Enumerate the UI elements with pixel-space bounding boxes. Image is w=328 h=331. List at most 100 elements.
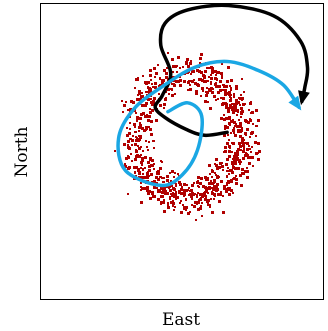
cell-point [224,146,227,149]
cell-point [211,192,214,195]
cell-point [138,135,140,137]
cell-point [215,158,218,161]
cell-point [243,91,245,93]
cell-point [246,167,248,169]
cell-point [231,161,234,164]
cell-point [126,127,128,129]
cell-point [163,210,166,213]
cell-point [239,124,242,127]
cell-point [175,185,177,187]
cell-point [149,108,151,110]
cell-point [199,57,202,60]
cell-point [163,199,165,201]
cell-point [147,161,150,164]
cell-point [141,92,143,94]
cell-point [171,83,173,85]
cell-point [237,131,239,133]
cell-point [233,158,236,161]
cell-point [189,84,191,86]
cell-point [143,129,146,132]
cell-point [215,189,218,192]
cell-point [176,65,178,67]
cell-point [245,152,247,154]
cell-point [200,95,202,97]
cell-point [157,191,159,193]
cell-point [242,103,245,106]
cell-point [149,128,152,131]
cell-point [249,148,251,150]
cell-point [137,138,140,141]
cell-point [169,189,172,192]
cell-point [179,202,181,204]
cell-point [210,180,212,182]
cell-point [195,92,198,95]
cell-point [244,103,246,105]
plot-frame [40,3,324,300]
cell-point [222,84,224,86]
cell-point [235,158,238,161]
cell-point [178,191,181,194]
cell-point [197,185,199,187]
cell-point [236,109,239,112]
cell-point [121,100,123,102]
cell-point [114,150,116,152]
cell-point [124,163,126,165]
cell-point [174,206,176,208]
cell-point [255,109,258,112]
cell-point [141,164,143,166]
cell-point [201,215,203,217]
cell-point [138,155,141,158]
cell-point [161,191,164,194]
cell-point [242,157,245,160]
cell-point [205,190,208,193]
cell-point [227,110,230,113]
cell-point [189,62,192,65]
cell-point [226,142,229,145]
cell-point [172,202,175,205]
cell-point [241,168,244,171]
cell-point [214,195,216,197]
cell-point [196,203,198,205]
cell-point [227,134,229,136]
cell-point [150,98,152,100]
cell-point [204,198,207,201]
cell-point [233,96,235,98]
cell-point [156,171,158,173]
cell-point [153,67,156,70]
cell-point [134,126,136,128]
cell-point [149,74,152,77]
cell-point [224,93,227,96]
cell-point [153,163,155,165]
cell-point [233,106,236,109]
cell-point [146,94,148,96]
x-axis-label: East [162,310,200,330]
cell-point [211,211,214,214]
cell-point [133,123,136,126]
cell-point [127,144,129,146]
cell-point [226,176,228,178]
cell-point [215,82,217,84]
cell-point [166,67,168,69]
cell-point [138,126,141,129]
cell-point [210,77,213,80]
cell-point [228,122,231,125]
cell-point [144,156,147,159]
cell-point [160,187,163,190]
cell-point [246,176,249,179]
cell-point [175,80,178,83]
cell-point [212,189,214,191]
cell-point [142,168,144,170]
cell-point [222,169,224,171]
cell-point [213,179,216,182]
cell-point [204,70,207,73]
cell-point [215,99,217,101]
cell-point [138,92,141,95]
cell-point [237,111,239,113]
cell-point [147,98,150,101]
cell-point [176,196,179,199]
cell-point [225,105,228,108]
cell-point [249,119,252,122]
cell-point [183,208,185,210]
cell-point [148,115,151,118]
cell-point [202,90,204,92]
